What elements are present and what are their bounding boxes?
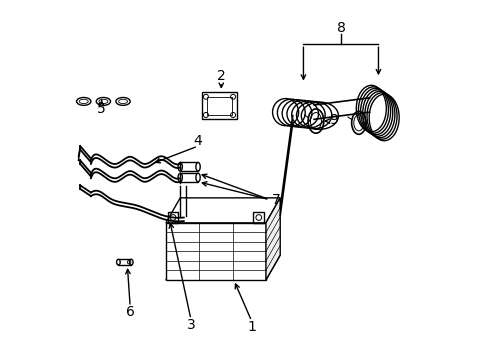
Text: 3: 3 <box>186 318 195 332</box>
Bar <box>201 93 237 119</box>
Ellipse shape <box>196 173 200 182</box>
Text: 4: 4 <box>193 134 202 148</box>
Ellipse shape <box>178 173 182 182</box>
Text: 9: 9 <box>328 113 337 127</box>
Text: 6: 6 <box>125 305 134 319</box>
Bar <box>180 173 198 182</box>
Text: 7: 7 <box>272 193 281 207</box>
Bar <box>180 162 198 171</box>
Text: 1: 1 <box>247 320 256 334</box>
Text: 8: 8 <box>336 21 345 35</box>
Bar <box>206 97 231 115</box>
Polygon shape <box>165 223 265 280</box>
Polygon shape <box>265 198 280 280</box>
Bar <box>118 259 131 265</box>
Ellipse shape <box>196 162 200 171</box>
Ellipse shape <box>129 259 133 265</box>
Ellipse shape <box>178 162 182 171</box>
Ellipse shape <box>116 259 120 265</box>
Text: 2: 2 <box>217 69 225 84</box>
Text: 5: 5 <box>97 102 106 116</box>
